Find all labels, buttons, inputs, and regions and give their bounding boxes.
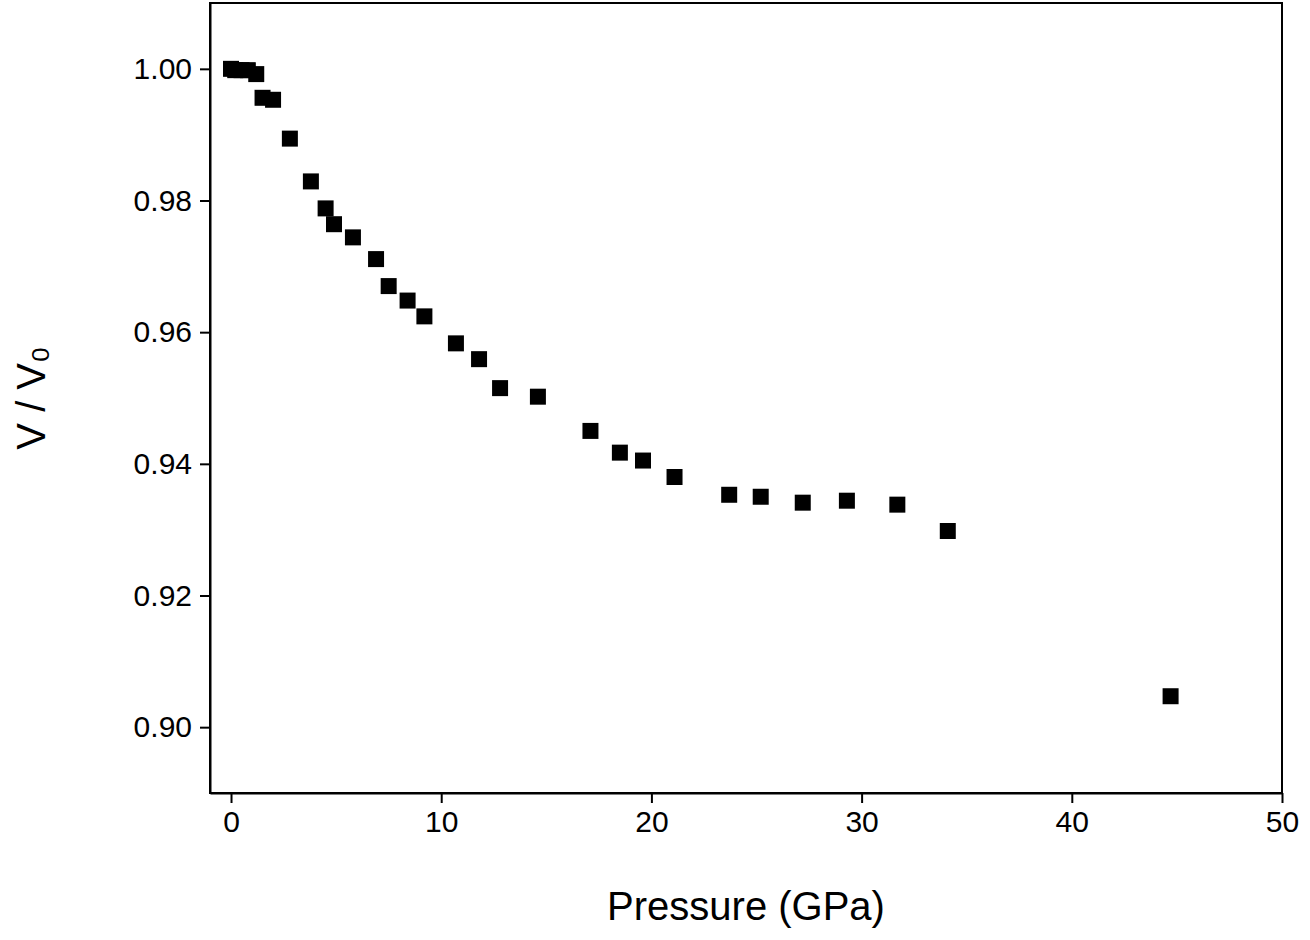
data-point [753, 489, 769, 505]
y-tick-mark [200, 727, 210, 729]
tick: 1.00 [134, 52, 210, 85]
tick: 0.90 [134, 710, 210, 743]
x-tick-label: 10 [425, 805, 458, 838]
data-point [839, 493, 855, 509]
x-tick-label: 20 [635, 805, 668, 838]
y-tick-label: 0.90 [134, 710, 192, 743]
y-tick-label: 0.96 [134, 315, 192, 348]
chart: 0 10 20 30 40 50 0.90 0.92 0.94 0.96 0.98 1.00 Press… [0, 0, 1310, 940]
x-axis-title: Pressure (GPa) [607, 884, 885, 928]
data-point [381, 278, 397, 294]
x-tick-mark [1071, 793, 1073, 803]
data-point [448, 335, 464, 351]
y-tick-label: 0.98 [134, 184, 192, 217]
y-tick-label: 0.92 [134, 579, 192, 612]
data-point [721, 487, 737, 503]
x-tick-label: 50 [1266, 805, 1299, 838]
data-point [635, 453, 651, 469]
plot: 0 10 20 30 40 50 0.90 0.92 0.94 0.96 0.98 1.00 [134, 3, 1300, 838]
tick: 20 [635, 793, 668, 838]
data-point [795, 495, 811, 511]
y-tick-label: 0.94 [134, 447, 192, 480]
tick: 0.92 [134, 579, 210, 612]
data-point [345, 229, 361, 245]
axis-line [211, 793, 1283, 795]
tick: 30 [845, 793, 878, 838]
y-tick-label: 1.00 [134, 52, 192, 85]
x-tick-label: 40 [1056, 805, 1089, 838]
y-tick-mark [200, 200, 210, 202]
data-point [326, 216, 342, 232]
plot-frame [210, 3, 1282, 793]
x-tick-label: 30 [845, 805, 878, 838]
x-tick-mark [441, 793, 443, 803]
axis-line [210, 4, 212, 794]
data-point [265, 92, 281, 108]
data-point [492, 380, 508, 396]
y-tick-mark [200, 68, 210, 70]
data-point [530, 389, 546, 405]
y-axis: 0.90 0.92 0.94 0.96 0.98 1.00 [134, 4, 211, 794]
tick: 0.96 [134, 315, 210, 348]
tick: 0.94 [134, 447, 210, 480]
x-tick-mark [1282, 793, 1284, 803]
data-point [318, 200, 334, 216]
tick: 40 [1056, 793, 1089, 838]
x-tick-mark [231, 793, 233, 803]
data-point [248, 66, 264, 82]
y-tick-mark [200, 463, 210, 465]
points [223, 61, 1179, 704]
x-tick-label: 0 [223, 805, 240, 838]
data-point [582, 423, 598, 439]
data-point [667, 469, 683, 485]
tick: 10 [425, 793, 458, 838]
data-point [889, 497, 905, 513]
data-point [416, 308, 432, 324]
tick: 50 [1266, 793, 1299, 838]
data-point [471, 351, 487, 367]
data-point [940, 523, 956, 539]
data-point [1163, 688, 1179, 704]
y-axis-title: V / V₀ [9, 346, 53, 449]
data-point [303, 173, 319, 189]
tick: 0.98 [134, 184, 210, 217]
data-point [400, 293, 416, 309]
data-point [368, 251, 384, 267]
data-point [282, 131, 298, 147]
data-point [612, 445, 628, 461]
x-tick-mark [861, 793, 863, 803]
y-tick-mark [200, 332, 210, 334]
x-axis: 0 10 20 30 40 50 [211, 793, 1300, 838]
y-tick-mark [200, 595, 210, 597]
x-tick-mark [651, 793, 653, 803]
tick: 0 [223, 793, 240, 838]
